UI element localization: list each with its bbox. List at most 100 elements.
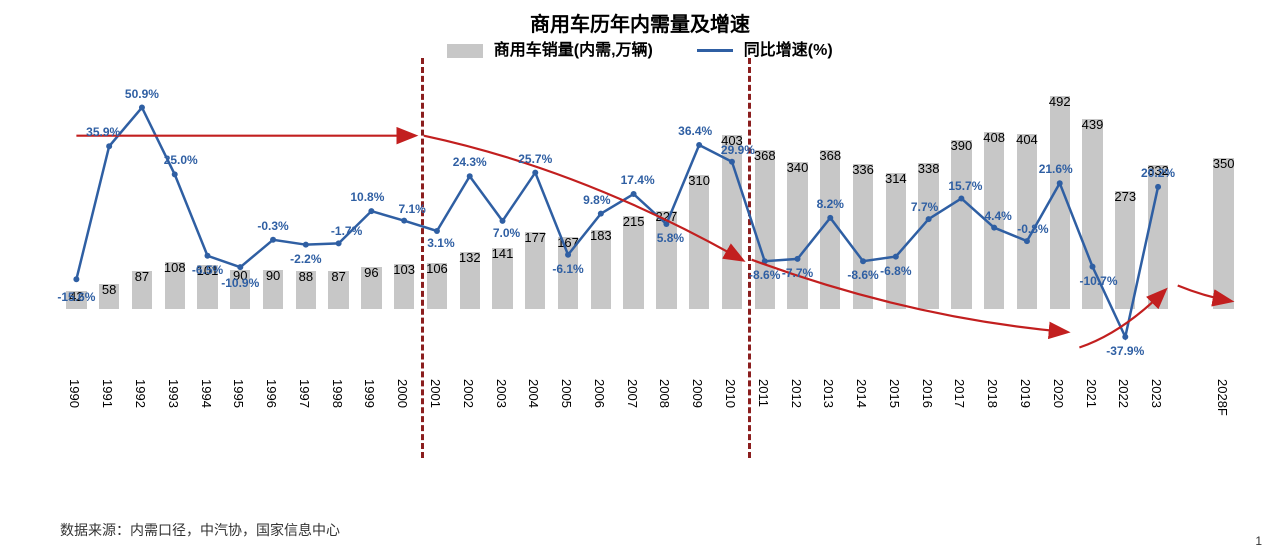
- bar-value-label: 96: [364, 265, 378, 280]
- bar: [886, 173, 906, 309]
- growth-value-label: 10.8%: [350, 190, 384, 204]
- bar-value-label: 106: [426, 261, 448, 276]
- bar-value-label: 492: [1049, 94, 1071, 109]
- x-axis-label: 1996: [264, 379, 279, 408]
- bar-value-label: 58: [102, 282, 116, 297]
- x-axis-label: 2021: [1084, 379, 1099, 408]
- x-axis-label: 1994: [199, 379, 214, 408]
- growth-value-label: -15.6%: [57, 290, 95, 304]
- x-axis-label: 2023: [1149, 379, 1164, 408]
- bar: [623, 216, 643, 309]
- growth-value-label: -10.9%: [221, 276, 259, 290]
- x-axis-label: 2001: [428, 379, 443, 408]
- bar-value-label: 404: [1016, 132, 1038, 147]
- bar: [1115, 191, 1135, 309]
- growth-value-label: 7.7%: [911, 200, 938, 214]
- plot-area: 4219905819918719921081993101199490199590…: [60, 64, 1240, 434]
- growth-marker: [500, 218, 506, 224]
- x-axis-label: 2022: [1116, 379, 1131, 408]
- bar-value-label: 314: [885, 171, 907, 186]
- x-axis-label: 2019: [1018, 379, 1033, 408]
- page-number: 1: [1255, 534, 1262, 548]
- growth-value-label: -0.8%: [1017, 222, 1048, 236]
- chart-title: 商用车历年内需量及增速: [0, 8, 1280, 37]
- bar-value-label: 368: [754, 148, 776, 163]
- bar-value-label: 183: [590, 228, 612, 243]
- x-axis-label: 2009: [690, 379, 705, 408]
- bar-value-label: 336: [852, 162, 874, 177]
- growth-value-label: 50.9%: [125, 87, 159, 101]
- growth-value-label: -8.6%: [847, 268, 878, 282]
- x-axis-label: 1990: [67, 379, 82, 408]
- bar-value-label: 132: [459, 250, 481, 265]
- bar: [656, 211, 676, 309]
- bar: [722, 135, 742, 309]
- growth-value-label: -1.7%: [331, 224, 362, 238]
- bar: [853, 164, 873, 309]
- bar: [1050, 96, 1070, 309]
- bar-value-label: 141: [492, 246, 514, 261]
- growth-value-label: -8.6%: [749, 268, 780, 282]
- growth-marker: [270, 237, 276, 243]
- x-axis-label: 2018: [985, 379, 1000, 408]
- growth-value-label: 17.4%: [621, 173, 655, 187]
- section-divider: [421, 58, 424, 458]
- x-axis-label: 2007: [625, 379, 640, 408]
- growth-value-label: 5.8%: [657, 231, 684, 245]
- x-axis-label: 2014: [854, 379, 869, 408]
- growth-value-label: -37.9%: [1106, 344, 1144, 358]
- growth-marker: [434, 228, 440, 234]
- growth-marker: [467, 173, 473, 179]
- x-axis-label: 2003: [494, 379, 509, 408]
- x-axis-label: 1991: [100, 379, 115, 408]
- source-note: 数据来源：内需口径，中汽协，国家信息中心: [60, 520, 340, 540]
- bar-value-label: 90: [266, 268, 280, 283]
- growth-value-label: 7.1%: [398, 202, 425, 216]
- growth-value-label: 36.4%: [678, 124, 712, 138]
- bar: [820, 150, 840, 309]
- x-axis-label: 1995: [231, 379, 246, 408]
- bar-value-label: 87: [135, 269, 149, 284]
- growth-value-label: 15.7%: [948, 179, 982, 193]
- x-axis-label: 2028F: [1215, 379, 1230, 416]
- x-axis-label: 2011: [756, 379, 771, 407]
- x-axis-label: 2004: [526, 379, 541, 408]
- x-axis-label: 2002: [461, 379, 476, 408]
- bar-value-label: 215: [623, 214, 645, 229]
- bar-value-label: 338: [918, 161, 940, 176]
- growth-value-label: 24.3%: [453, 155, 487, 169]
- bar-value-label: 177: [524, 230, 546, 245]
- bar-value-label: 87: [331, 269, 345, 284]
- x-axis-label: 2012: [789, 379, 804, 408]
- legend: 商用车销量(内需,万辆) 同比增速(%): [0, 36, 1280, 60]
- bar-value-label: 368: [819, 148, 841, 163]
- x-axis-label: 2008: [657, 379, 672, 408]
- growth-marker: [631, 191, 637, 197]
- growth-value-label: -6.5%: [192, 263, 223, 277]
- growth-value-label: -2.2%: [290, 252, 321, 266]
- growth-value-label: 20.2%: [1141, 166, 1175, 180]
- growth-marker: [598, 211, 604, 217]
- growth-value-label: 21.6%: [1039, 162, 1073, 176]
- growth-marker: [303, 242, 309, 248]
- x-axis-label: 1999: [362, 379, 377, 408]
- bar: [755, 150, 775, 309]
- x-axis-label: 2000: [395, 379, 410, 408]
- growth-marker: [139, 105, 145, 111]
- growth-value-label: -10.7%: [1079, 274, 1117, 288]
- growth-value-label: 29.9%: [721, 143, 755, 157]
- growth-marker: [106, 143, 112, 149]
- growth-marker: [172, 171, 178, 177]
- bar: [1148, 165, 1168, 309]
- growth-marker: [532, 170, 538, 176]
- x-axis-label: 1998: [330, 379, 345, 408]
- bar-value-label: 340: [787, 160, 809, 175]
- growth-value-label: 4.4%: [984, 209, 1011, 223]
- chart-root: 商用车历年内需量及增速 商用车销量(内需,万辆) 同比增速(%) 4219905…: [0, 0, 1280, 558]
- x-axis-label: 2013: [821, 379, 836, 408]
- growth-value-label: -7.7%: [782, 266, 813, 280]
- growth-value-label: 25.7%: [518, 152, 552, 166]
- growth-marker: [368, 208, 374, 214]
- x-axis-label: 1993: [166, 379, 181, 408]
- bar-value-label: 273: [1114, 189, 1136, 204]
